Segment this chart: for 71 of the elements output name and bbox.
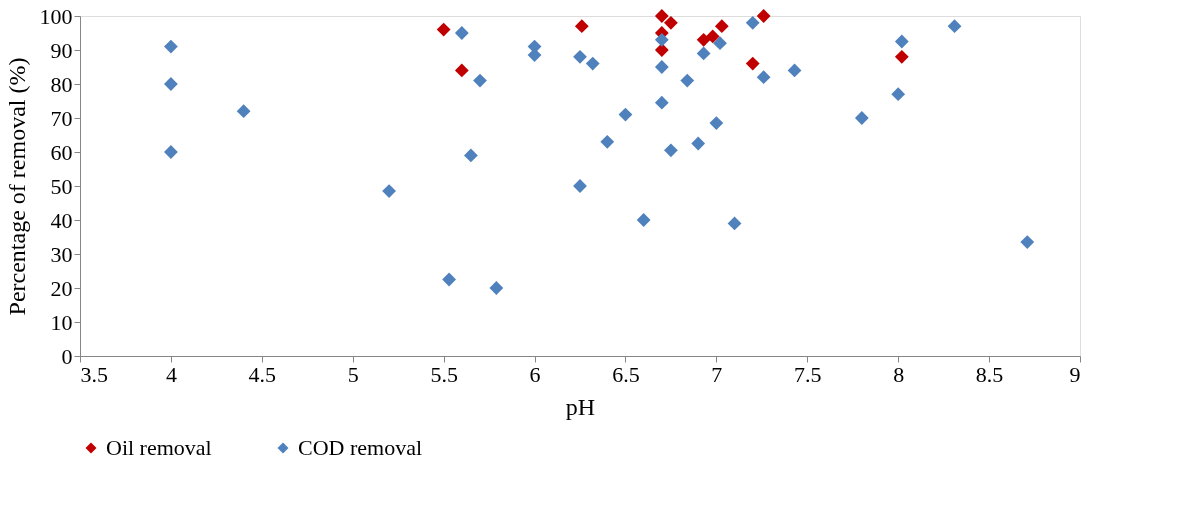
point <box>727 216 742 231</box>
point <box>573 49 587 64</box>
point <box>585 56 600 71</box>
y-tick-label: 100 <box>39 3 73 29</box>
point <box>696 32 711 47</box>
x-axis-title: pH <box>565 393 596 420</box>
point <box>891 87 906 102</box>
point <box>654 32 669 47</box>
point <box>618 107 633 122</box>
point <box>664 15 678 30</box>
y-tick-label: 30 <box>50 241 73 267</box>
point <box>745 56 760 71</box>
y-tick-label: 70 <box>50 105 73 131</box>
y-tick-label: 20 <box>50 275 73 301</box>
point <box>787 63 802 78</box>
x-tick-label: 3.5 <box>80 361 108 387</box>
point <box>756 70 771 85</box>
point <box>600 134 615 149</box>
x-tick-label: 6 <box>529 361 541 387</box>
y-tick-label: 90 <box>50 37 73 63</box>
point <box>894 34 909 49</box>
point <box>574 19 589 34</box>
x-tick-label: 7 <box>711 361 723 387</box>
point <box>654 43 669 57</box>
point <box>164 39 178 54</box>
point <box>1020 235 1035 249</box>
point <box>709 116 724 130</box>
x-tick-label: 8.5 <box>975 361 1004 387</box>
point <box>382 184 396 198</box>
legend-label: Oil removal <box>106 435 212 460</box>
point <box>947 19 962 34</box>
point <box>680 73 695 88</box>
y-tick-label: 40 <box>50 207 73 233</box>
x-tick-label: 4.5 <box>248 361 277 387</box>
point <box>442 272 456 287</box>
x-tick-label: 8 <box>893 361 905 387</box>
x-tick-label: 9 <box>1069 361 1081 387</box>
point <box>654 95 669 110</box>
y-tick-label: 10 <box>50 309 73 335</box>
point <box>705 29 720 44</box>
x-tick-label: 7.5 <box>794 361 822 387</box>
point <box>489 281 504 295</box>
point <box>454 26 469 40</box>
x-tick-label: 5 <box>347 361 359 387</box>
point <box>454 63 469 78</box>
point <box>436 22 451 37</box>
legend-label: COD removal <box>298 435 423 460</box>
y-tick-label: 60 <box>50 139 73 165</box>
point <box>236 104 251 119</box>
point <box>654 60 669 74</box>
y-tick-label: 0 <box>61 343 73 369</box>
x-tick-label: 6.5 <box>612 361 640 387</box>
y-axis-title: Percentage of removal (%) <box>3 57 30 316</box>
y-tick-label: 50 <box>50 173 73 199</box>
point <box>691 136 706 151</box>
point <box>664 143 678 158</box>
point <box>894 49 909 64</box>
point <box>696 46 711 61</box>
point <box>854 111 869 125</box>
point <box>714 19 729 34</box>
x-tick-label: 4 <box>165 361 177 387</box>
point <box>745 15 760 30</box>
x-tick-label: 5.5 <box>430 361 458 387</box>
point <box>654 9 669 23</box>
point <box>756 9 771 23</box>
point <box>473 73 487 88</box>
point <box>527 48 542 62</box>
point <box>713 36 727 51</box>
point <box>464 148 478 163</box>
y-tick-label: 80 <box>50 71 73 97</box>
point <box>636 213 651 227</box>
